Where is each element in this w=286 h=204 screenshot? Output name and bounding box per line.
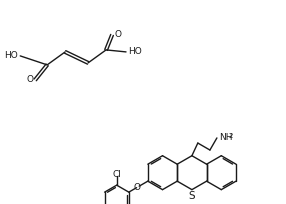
Text: O: O bbox=[134, 183, 141, 192]
Text: O: O bbox=[114, 30, 121, 39]
Text: HO: HO bbox=[128, 47, 142, 56]
Text: NH: NH bbox=[219, 133, 233, 142]
Text: Cl: Cl bbox=[112, 170, 121, 179]
Text: 2: 2 bbox=[229, 133, 233, 139]
Text: HO: HO bbox=[5, 51, 18, 60]
Text: S: S bbox=[188, 191, 195, 201]
Text: O: O bbox=[26, 75, 33, 84]
